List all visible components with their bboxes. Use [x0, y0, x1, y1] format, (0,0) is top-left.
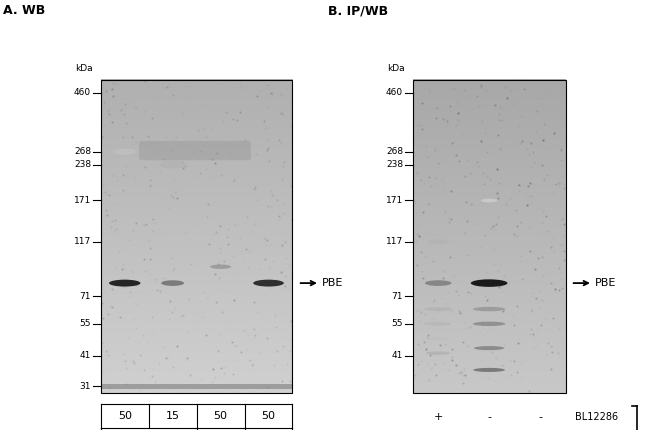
Text: -: - — [538, 412, 542, 422]
Bar — [101, 384, 292, 389]
Ellipse shape — [426, 351, 450, 355]
Text: PBE: PBE — [595, 278, 616, 288]
Text: A. WB: A. WB — [3, 4, 46, 17]
Text: BL12286: BL12286 — [575, 412, 618, 422]
Text: 117: 117 — [73, 237, 91, 246]
Ellipse shape — [210, 264, 231, 269]
Text: 50: 50 — [214, 411, 228, 421]
Text: 50: 50 — [261, 411, 276, 421]
Ellipse shape — [113, 148, 136, 155]
Ellipse shape — [428, 240, 448, 244]
Text: -: - — [487, 412, 491, 422]
Ellipse shape — [481, 199, 497, 203]
Text: kDa: kDa — [387, 64, 405, 73]
Ellipse shape — [426, 337, 450, 340]
Text: 31: 31 — [79, 382, 91, 391]
Text: B. IP/WB: B. IP/WB — [328, 4, 389, 17]
Text: 268: 268 — [386, 147, 403, 156]
Ellipse shape — [471, 280, 508, 287]
Text: 71: 71 — [79, 292, 91, 301]
Ellipse shape — [473, 307, 506, 311]
Bar — [413, 80, 566, 393]
Ellipse shape — [473, 322, 506, 326]
Text: +: + — [434, 412, 443, 422]
Text: 238: 238 — [386, 160, 403, 169]
Text: 55: 55 — [391, 319, 403, 329]
Ellipse shape — [109, 280, 140, 286]
Ellipse shape — [159, 161, 186, 169]
Ellipse shape — [473, 368, 505, 372]
Text: 71: 71 — [391, 292, 403, 301]
Text: 55: 55 — [79, 319, 91, 329]
Text: 171: 171 — [385, 196, 403, 205]
Ellipse shape — [474, 346, 504, 350]
Text: 238: 238 — [74, 160, 91, 169]
Ellipse shape — [161, 280, 184, 286]
Text: 460: 460 — [74, 89, 91, 97]
Bar — [101, 80, 292, 393]
Text: 268: 268 — [74, 147, 91, 156]
FancyBboxPatch shape — [139, 141, 251, 160]
Text: 41: 41 — [391, 351, 403, 360]
Text: 15: 15 — [166, 411, 179, 421]
Text: 41: 41 — [80, 351, 91, 360]
Ellipse shape — [425, 280, 452, 286]
Text: 50: 50 — [118, 411, 132, 421]
Text: kDa: kDa — [75, 64, 93, 73]
Ellipse shape — [425, 322, 452, 326]
Ellipse shape — [254, 280, 284, 286]
Text: 460: 460 — [386, 89, 403, 97]
Text: 117: 117 — [385, 237, 403, 246]
Ellipse shape — [424, 307, 452, 311]
Text: 171: 171 — [73, 196, 91, 205]
Text: PBE: PBE — [322, 278, 343, 288]
